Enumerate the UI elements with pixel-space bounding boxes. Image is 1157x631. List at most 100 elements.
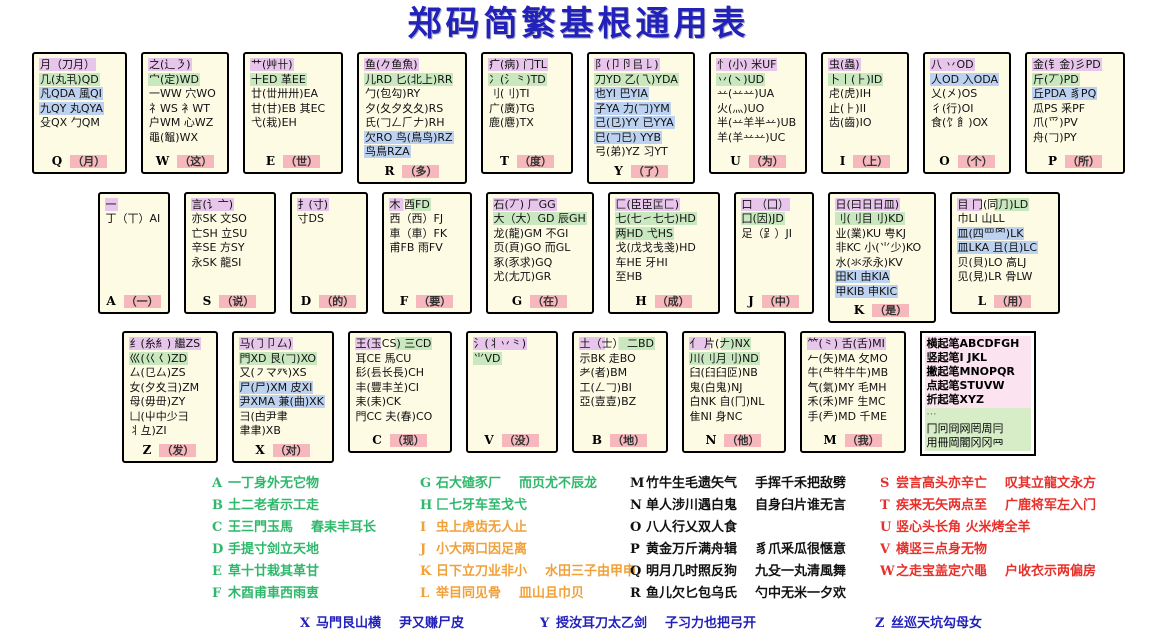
radical-card-v[interactable]: 氵(丬丷⺀) ⺌VD V （没）: [466, 331, 558, 453]
radical-card-t[interactable]: 疒(病) 门TL 冫(氵⺀)TD 刂(刂)TI 广(廣)TG 鹿(麀)TX T （度）: [481, 52, 573, 174]
card-footer: W （这）: [148, 153, 222, 169]
mnemonic-text-primary: 王三門玉馬: [228, 520, 293, 535]
card-line: 鹿(麀)TX: [488, 116, 535, 129]
card-line: 龙(龍)GM 不GI: [493, 227, 570, 240]
card-key-char: （这）: [177, 155, 214, 168]
card-line: 凵(屮中少⺕: [129, 410, 190, 423]
radical-card-s[interactable]: 言(讠亠) 亦SK 文SO 亡SH 立SU 辛SE 方SY 永SK 龍SI S （说）: [184, 192, 276, 314]
card-key-char: （没）: [502, 434, 539, 447]
card-line: 亞(壴壴)BZ: [579, 395, 638, 408]
radical-card-a[interactable]: 一丁（丅）AI A （一）: [98, 192, 170, 314]
radical-card-p[interactable]: 金(钅金)彡PD 斤(丆)PD 丘PDA 豸PQ 瓜PS 釆PF 爪(⺤)PV 舟(𠃌)P…: [1025, 52, 1125, 174]
card-line: 廿(丗卅卅)EA: [250, 87, 319, 100]
mnemonics-section: A 一丁身外无它物 B 土二老者示工走 C 王三門玉馬 春耒丰耳长 D 手提寸剑立天地 E 草十廿栽…: [0, 472, 1157, 627]
legend-glyph-row: 用冊岡閣冈冈𦉰: [927, 436, 1029, 450]
card-line: 辛SE 方SY: [191, 241, 246, 254]
mnemonic-text-secondary: 户收衣示两偏房: [1005, 564, 1096, 579]
card-line: 也YI 巴YIA: [594, 87, 649, 100]
card-line: 尤(尢兀)GR: [493, 270, 553, 283]
mnemonic-key: T: [880, 498, 896, 513]
card-key-letter: W: [156, 154, 169, 168]
radical-card-l[interactable]: 目 冂(同⺆)LD 巾LI 山LL 皿(四罒罓)LK 皿LKA 且(且)LC 贝(貝)L…: [950, 192, 1060, 314]
radical-card-h[interactable]: 匚(臣臣匞匚) 七(七㇀七七)HD 两HD 弋HS 戈(戊戈戋戔)HD 车HE 牙HI 至…: [608, 192, 720, 314]
radical-card-m[interactable]: ⺮(⺀) 舌(舌)MI 𠂉(矢)MA 攵MO 牛(⺧牪牛牛)MB 气(氣)MY 毛MH…: [800, 331, 906, 453]
card-line: 冫(氵⺀)TD: [488, 73, 547, 86]
radical-card-i[interactable]: 虫(蟲) 卜丨(⺊)ID 虍(虎)IH 止(⺊)II 齿(齒)IO I （上）: [821, 52, 909, 174]
card-line: 臼(𦥑臼𦣝)NB: [689, 366, 759, 379]
card-line: 疒(病) 门TL: [488, 58, 548, 71]
stroke-legend-keys: XYZ: [960, 393, 984, 406]
card-line-list: 氵(丬丷⺀) ⺌VD: [473, 337, 551, 366]
card-line: 己(㔾)YY 已YYA: [594, 116, 675, 129]
card-line: 儿RD 匕(北上)RR: [364, 73, 453, 86]
radical-card-q[interactable]: 月（刀月） 几(丸丮)QD 凡QDA 風QI 九QY 丸QYA 殳QX 勹QM Q （月）: [32, 52, 127, 174]
stroke-legend-keys: MNOPQR: [960, 365, 1015, 378]
radical-card-k[interactable]: 日(曰日日皿) 刂(刂目刂)KD 业(業)KU 甹KJ 非KC 小(⺌少)KO 水(氺氶…: [828, 192, 936, 324]
card-key-letter: U: [730, 154, 740, 168]
mnemonic-key: C: [212, 520, 228, 535]
card-line: 之(辶㇋): [148, 58, 192, 71]
card-line: 聿聿)XB: [239, 424, 282, 437]
radical-card-d[interactable]: 扌(寸) 寸DS D （的）: [290, 192, 368, 314]
radical-card-b[interactable]: 土（士） 二BD 示BK 走BO 耂(者)BM 工(𠃋𠃌)BI 亞(壴壴)BZ B （地）: [572, 331, 668, 453]
mnemonic-key: M: [630, 476, 646, 491]
card-line: 戈(戊戈戋戔)HD: [615, 241, 697, 254]
radical-card-f[interactable]: 木 酉FD 西（西）FJ 車（車）FK 甫FB 雨FV F （要）: [382, 192, 472, 314]
mnemonic-key: S: [880, 476, 896, 491]
mnemonic-text-secondary: 叹其立龍文永方: [1005, 476, 1096, 491]
card-key-char: （说）: [219, 295, 256, 308]
card-line-list: 马(㇆卩厶) 門XD 艮(𠃌)XO 又(㇇マ癶)XS 尸(尸𡰣)XM 皮XI 尹XMA …: [239, 337, 327, 439]
mnemonic-key: L: [420, 586, 436, 601]
card-key-char: （月）: [70, 155, 107, 168]
radical-card-r[interactable]: 鱼(𠂊鱼魚) 儿RD 匕(北上)RR 勹(包勾)RY 夕(夂夕夊夂)RS 氏(𠃉𠃌𠃋𠂆𠂇…: [357, 52, 467, 184]
radical-card-n[interactable]: 亻 片(𠂇)NX 川(刂月𦨙刂)ND 臼(𦥑臼𦣝)NB 鬼(白鬼)NJ 白NK 自(冂)…: [682, 331, 786, 453]
radical-card-x[interactable]: 马(㇆卩厶) 門XD 艮(𠃌)XO 又(㇇マ癶)XS 尸(尸𡰣)XM 皮XI 尹XMA …: [232, 331, 334, 463]
mnemonic-line-s: S 尝言高头亦辛亡 叹其立龍文永方: [880, 472, 1096, 491]
mnemonic-key: E: [212, 564, 228, 579]
card-line: 白NK 自(冂)NL: [689, 395, 766, 408]
stroke-legend-label: 撇起笔: [927, 365, 960, 378]
radical-card-c[interactable]: 王(玉CS) 三CD 耳CE 馬CU 髟(镸长長)CH 丰(豐丰𦍌)CI 耒(耒)CK 門…: [348, 331, 452, 453]
card-line: 皿(四罒罓)LK: [957, 227, 1025, 240]
mnemonic-text-primary: 土二老者示工走: [228, 498, 319, 513]
card-footer: H （成）: [615, 293, 713, 309]
mnemonic-line-e: E 草十廿栽其革甘: [212, 560, 319, 579]
card-line: 氵(丬丷⺀): [473, 337, 528, 350]
card-line: 寸DS: [297, 212, 325, 225]
card-key-letter: G: [512, 294, 522, 308]
radical-card-u[interactable]: 忄(小) 米UF 丷(丶)UD 䒑(䒑䒑)UA 火(灬)UO 半(䒑羊半䒑)UB 羊(羊䒑…: [709, 52, 807, 174]
card-line: 勹(包勾)RY: [364, 87, 421, 100]
radical-card-y[interactable]: 阝(卩卪㠯𠄌) 刀YD 乙(乁)YDA 也YI 巴YIA 子YA 力(𠃌)YM 己(㔾)…: [587, 52, 695, 184]
keyboard-row-home: 一丁（丅）AI A （一） 言(讠亠) 亦SK 文SO 亡SH 立SU 辛SE 方SY 永SK…: [0, 192, 1157, 324]
card-key-letter: Y: [614, 164, 623, 178]
mnemonic-line-j: J 小大两口因足离: [420, 538, 527, 557]
card-line: 亡SH 立SU: [191, 227, 249, 240]
card-line: 木 酉FD: [389, 198, 431, 211]
card-line: 工(𠃋𠃌)BI: [579, 381, 633, 394]
stroke-legend-list: 横起笔ABCDFGH 竖起笔I JKL 撇起笔MNOPQR 点起笔STUVW 折起笔XY…: [925, 336, 1031, 408]
radical-card-j[interactable]: 口 （囗） 囗(因)JD 足（𧾷）JI J （中）: [734, 192, 814, 314]
stroke-legend-keys: STUVW: [960, 379, 1005, 392]
card-key-char: （在）: [530, 295, 567, 308]
mnemonic-key: R: [630, 586, 646, 601]
radical-card-o[interactable]: 八 丷OD 人OD 入ODA 乂(㐅)OS 彳(行)OI 食(饣飠)OX O （个）: [923, 52, 1011, 174]
mnemonic-line-o: O 八人行乂双人食: [630, 516, 737, 535]
radical-card-e[interactable]: 艹(艸卄) 十ED 革EE 廿(丗卅卅)EA 甘(甘)EB 其EC 弋(栽)EH E （世）: [243, 52, 343, 174]
legend-glyph-box: 冂冋冏网罔周冃 用冊岡閣冈冈𦉰: [925, 421, 1031, 451]
card-line-list: 虫(蟲) 卜丨(⺊)ID 虍(虎)IH 止(⺊)II 齿(齒)IO: [828, 58, 902, 131]
mnemonic-line-b: B 土二老者示工走: [212, 494, 319, 513]
radical-card-z[interactable]: 纟(糸糹) 繼ZS 巛(巜𡿨)ZD 厶(㔾厶)ZS 女(夕夊彐)ZM 母(毋毌)ZY 凵(…: [122, 331, 218, 463]
radical-card-w[interactable]: 之(辶㇋) 宀(定)WD 一WW 穴WO 礻WS 衤WT 户WM 心WZ 黽(鼅)WX W （…: [141, 52, 229, 174]
card-line: 弋(栽)EH: [250, 116, 298, 129]
card-key-char: （是）: [872, 304, 909, 317]
card-line: 彳(行)OI: [930, 102, 975, 115]
mnemonic-text-primary: 单人涉川遇白鬼: [646, 498, 737, 513]
card-line: 丘PDA 豸PQ: [1032, 87, 1097, 100]
card-footer: Y （了）: [594, 163, 688, 179]
mnemonic-text-primary: 匚七牙车至戈弋: [436, 498, 527, 513]
radical-card-g[interactable]: 石(丆) 厂GG 大（大）GD 辰GH 龙(龍)GM 不GI 页(頁)GO 而GL 豖(…: [486, 192, 594, 314]
mnemonic-line-n: N 单人涉川遇白鬼 自身臼片谁无言: [630, 494, 846, 513]
mnemonic-line-g: G 石大碴豕厂 而页尤不辰龙: [420, 472, 597, 491]
card-line-list: 鱼(𠂊鱼魚) 儿RD 匕(北上)RR 勹(包勾)RY 夕(夂夕夊夂)RS 氏(𠃉𠃌𠃋𠂆𠂇…: [364, 58, 460, 160]
card-line: 亦SK 文SO: [191, 212, 248, 225]
